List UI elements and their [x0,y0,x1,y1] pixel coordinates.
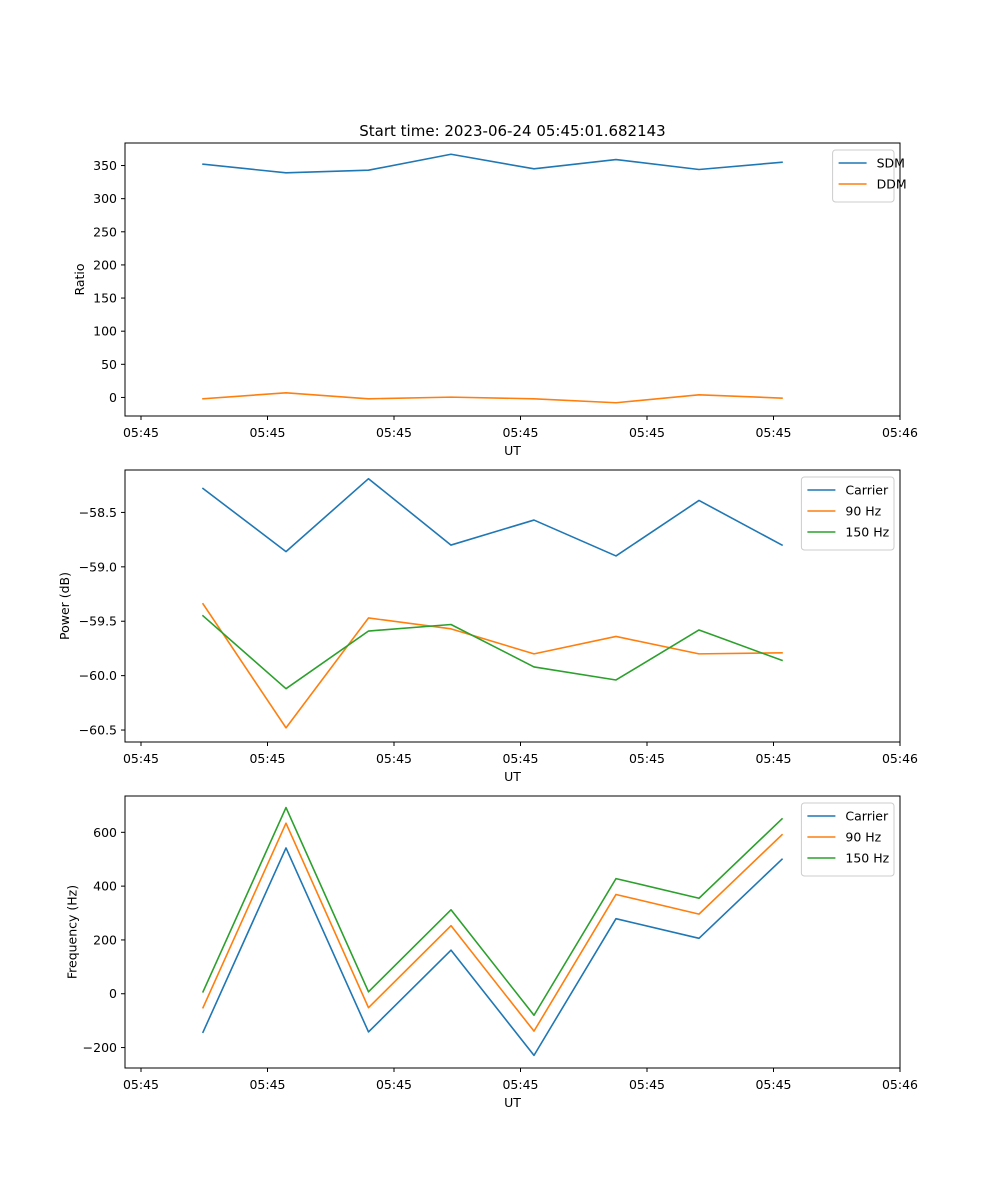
power-x-tick-label: 05:45 [123,751,159,766]
frequency-y-tick-label: 400 [93,879,117,894]
frequency-x-tick-label: 05:45 [755,1077,791,1092]
power-x-tick-label: 05:45 [755,751,791,766]
frequency-series-150-hz-line [201,806,784,1017]
power-legend-label: 150 Hz [845,525,889,540]
power-y-tick-label: −59.0 [79,559,117,574]
ratio-x-tick-label: 05:45 [502,425,538,440]
ratio-legend-label: DDM [877,177,907,192]
ratio-legend-label: SDM [877,156,905,171]
frequency-legend-label: 90 Hz [845,830,881,845]
power-y-axis-label: Power (dB) [57,572,72,640]
power-x-axis-label: UT [504,769,521,784]
power-series-150-hz-line [201,614,784,690]
figure-title: Start time: 2023-06-24 05:45:01.682143 [359,122,665,140]
ratio-plot-frame [124,142,901,417]
frequency-series-90-hz-line [201,822,784,1032]
ratio-x-tick-label: 05:45 [376,425,412,440]
frequency-x-tick-label: 05:45 [249,1077,285,1092]
ratio-x-tick-label: 05:46 [882,425,918,440]
power-panel: 05:45 05:45 05:45 05:45 05:45 05:45 05:46 −60.5… [57,469,918,784]
ratio-series-ddm-line [202,392,783,404]
frequency-x-tick-label: 05:45 [629,1077,665,1092]
power-x-tick-label: 05:45 [376,751,412,766]
frequency-panel: 05:45 05:45 05:45 05:45 05:45 05:45 05:46 −200 0… [65,795,918,1110]
power-y-tick-label: −58.5 [79,505,117,520]
ratio-x-tick-label: 05:45 [755,425,791,440]
ratio-y-tick-label: 300 [93,191,117,206]
power-x-tick-label: 05:45 [629,751,665,766]
power-y-tick-label: −60.5 [79,723,117,738]
power-series-90-hz-line [201,602,783,729]
ratio-y-tick-label: 200 [93,257,117,272]
ratio-y-tick-label: 100 [93,324,117,339]
frequency-y-tick-label: 600 [93,825,117,840]
ratio-y-tick-label: 350 [93,158,117,173]
frequency-x-axis-label: UT [504,1095,521,1110]
ratio-y-tick-label: 50 [101,357,117,372]
power-y-tick-label: −60.0 [79,668,117,683]
ratio-x-tick-label: 05:45 [629,425,665,440]
ratio-x-tick-label: 05:45 [123,425,159,440]
frequency-y-tick-label: 0 [109,986,117,1001]
power-x-tick-label: 05:46 [882,751,918,766]
power-x-tick-label: 05:45 [249,751,285,766]
frequency-x-tick-label: 05:45 [376,1077,412,1092]
power-legend-label: 90 Hz [845,504,881,519]
ratio-y-tick-label: 0 [109,390,117,405]
frequency-y-axis-label: Frequency (Hz) [65,885,80,979]
frequency-series-carrier-line [201,847,784,1057]
power-legend-label: Carrier [845,483,889,498]
frequency-x-tick-label: 05:45 [123,1077,159,1092]
power-plot-frame [124,469,901,743]
frequency-y-tick-label: 200 [93,932,117,947]
ratio-y-tick-label: 250 [93,224,117,239]
frequency-y-tick-label: −200 [83,1040,117,1055]
power-y-tick-label: −59.5 [79,614,117,629]
ratio-x-tick-label: 05:45 [249,425,285,440]
frequency-x-tick-label: 05:45 [502,1077,538,1092]
ratio-panel: 05:45 05:45 05:45 05:45 05:45 05:45 05:46 0 50 10… [72,142,918,458]
power-series-carrier-line [201,477,784,557]
ratio-x-axis-label: UT [504,443,521,458]
frequency-x-tick-label: 05:46 [882,1077,918,1092]
ratio-y-tick-label: 150 [93,291,117,306]
power-x-tick-label: 05:45 [502,751,538,766]
frequency-legend-label: 150 Hz [845,851,889,866]
ratio-y-axis-label: Ratio [72,263,87,295]
frequency-legend-label: Carrier [845,809,889,824]
frequency-plot-frame [124,795,901,1069]
ratio-series-sdm-line [202,153,783,174]
